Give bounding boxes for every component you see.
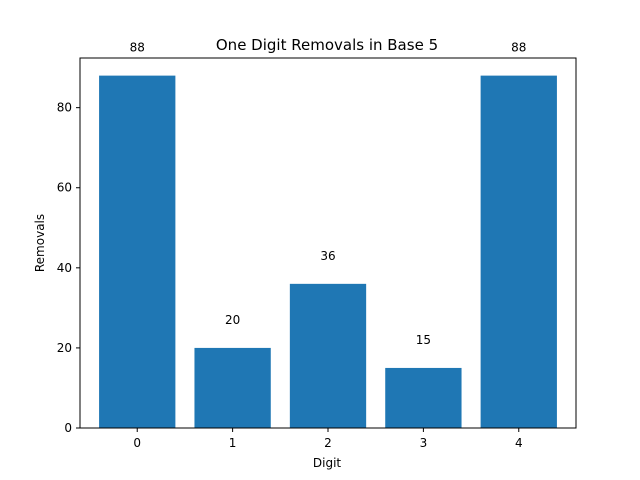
y-tick-label: 60	[57, 181, 72, 195]
x-tick-label: 3	[420, 436, 428, 450]
data-label-digit-2: 36	[320, 249, 335, 263]
y-tick-label: 0	[64, 421, 72, 435]
x-tick-label: 2	[324, 436, 332, 450]
data-labels-group: 88 20 36 15 88	[130, 41, 527, 347]
y-axis-label: Removals	[33, 214, 47, 272]
bar-digit-3	[385, 367, 462, 428]
bars-group	[99, 75, 557, 428]
data-label-digit-3: 15	[416, 333, 431, 347]
bar-digit-2	[289, 283, 367, 428]
bar-digit-1	[194, 347, 271, 428]
data-label-digit-4: 88	[511, 41, 526, 55]
x-tick-label: 1	[229, 436, 237, 450]
bar-digit-0	[99, 75, 176, 428]
x-tick-label: 4	[515, 436, 523, 450]
x-axis-ticks: 0 1 2 3 4	[133, 428, 523, 450]
data-label-digit-1: 20	[225, 313, 240, 327]
x-axis-label: Digit	[313, 456, 342, 470]
bar-digit-4	[480, 75, 557, 428]
y-axis-ticks: 0 20 40 60 80	[57, 101, 80, 435]
x-tick-label: 0	[133, 436, 141, 450]
y-tick-label: 40	[57, 261, 72, 275]
data-label-digit-0: 88	[130, 41, 145, 55]
y-tick-label: 20	[57, 341, 72, 355]
chart-title: One Digit Removals in Base 5	[216, 36, 438, 54]
y-tick-label: 80	[57, 101, 72, 115]
